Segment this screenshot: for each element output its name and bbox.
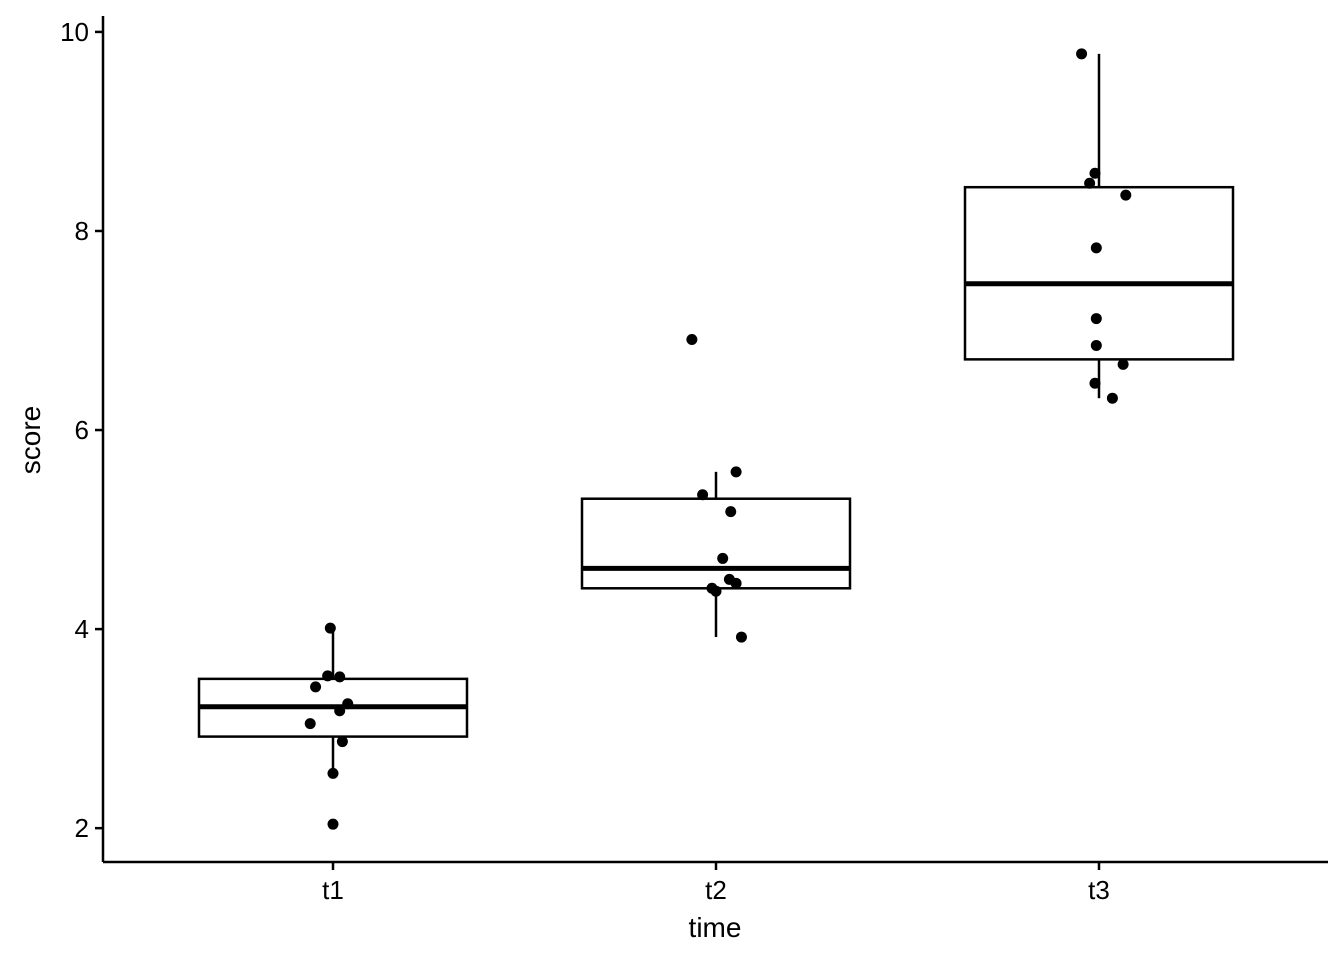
data-point-t3 bbox=[1084, 177, 1096, 189]
data-point-t2 bbox=[730, 466, 742, 478]
x-tick-label: t3 bbox=[1088, 875, 1110, 905]
data-point-t1 bbox=[310, 681, 322, 693]
data-point-t2 bbox=[710, 585, 722, 597]
data-point-t3 bbox=[1090, 313, 1102, 325]
data-point-t2 bbox=[730, 577, 742, 589]
data-point-t1 bbox=[336, 736, 348, 748]
data-point-t3 bbox=[1117, 358, 1129, 370]
data-point-t2 bbox=[686, 333, 698, 345]
data-point-t3 bbox=[1090, 242, 1102, 254]
data-point-t3 bbox=[1120, 189, 1132, 201]
data-point-t2 bbox=[717, 552, 729, 564]
data-point-t1 bbox=[327, 818, 339, 830]
box-t1 bbox=[197, 628, 469, 774]
x-tick-label: t2 bbox=[705, 875, 727, 905]
y-tick-label: 4 bbox=[75, 614, 89, 644]
x-axis-title: time bbox=[689, 912, 742, 943]
data-point-t3 bbox=[1089, 167, 1101, 179]
points-layer bbox=[304, 48, 1132, 830]
y-tick-label: 2 bbox=[75, 813, 89, 843]
y-tick-label: 6 bbox=[75, 415, 89, 445]
y-tick-label: 10 bbox=[60, 17, 89, 47]
data-point-t1 bbox=[342, 698, 354, 710]
data-point-t3 bbox=[1076, 48, 1088, 60]
data-point-t2 bbox=[725, 506, 737, 518]
box-rect-t2 bbox=[580, 497, 852, 590]
data-point-t2 bbox=[697, 489, 709, 501]
data-point-t3 bbox=[1090, 339, 1102, 351]
data-point-t1 bbox=[324, 622, 336, 634]
data-point-t1 bbox=[327, 767, 339, 779]
box-rect-t3 bbox=[963, 185, 1235, 361]
data-point-t3 bbox=[1089, 377, 1101, 389]
data-point-t1 bbox=[334, 705, 346, 717]
box-t3 bbox=[963, 53, 1235, 399]
data-point-t1 bbox=[304, 718, 316, 730]
data-point-t2 bbox=[735, 631, 747, 643]
y-axis-title: score bbox=[15, 406, 46, 474]
y-tick-label: 8 bbox=[75, 216, 89, 246]
data-point-t3 bbox=[1106, 392, 1118, 404]
data-point-t1 bbox=[322, 670, 334, 682]
data-point-t1 bbox=[334, 671, 346, 683]
x-tick-label: t1 bbox=[322, 875, 344, 905]
box-t2 bbox=[580, 471, 852, 638]
axes-layer: 2 4 6 8 10 t1 t2 t3 bbox=[60, 16, 1328, 905]
boxes-layer bbox=[197, 53, 1235, 774]
